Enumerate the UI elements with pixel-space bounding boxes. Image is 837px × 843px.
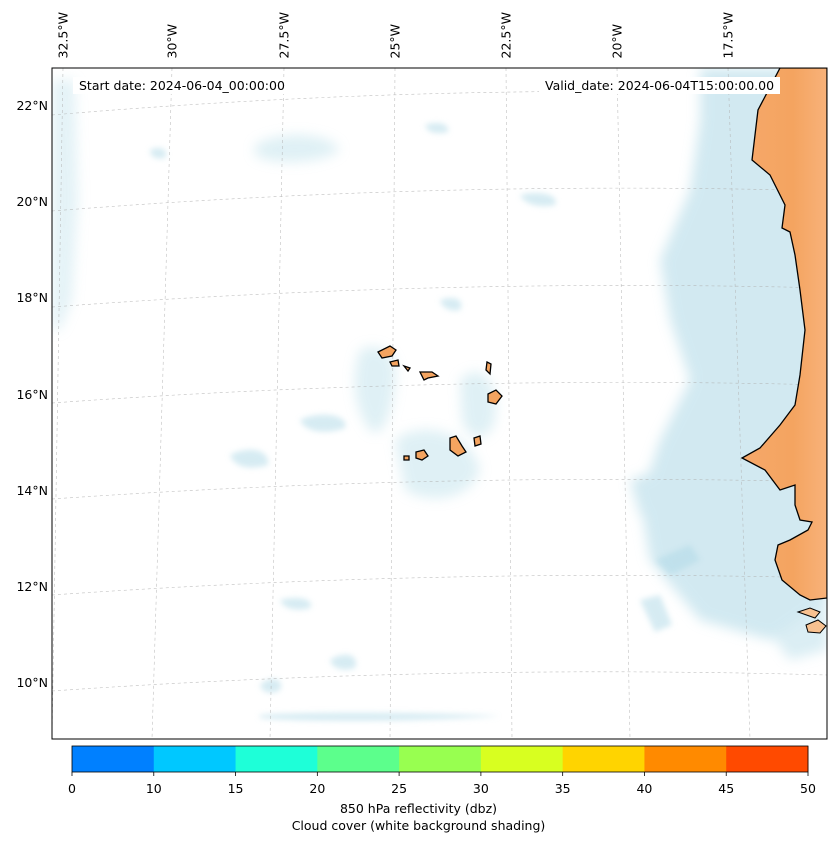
lat-label-12n: 12°N (16, 579, 48, 594)
lat-label-10n: 10°N (16, 675, 48, 690)
colorbar-segment-7 (644, 746, 727, 772)
lat-label-22n: 22°N (16, 98, 48, 113)
colorbar-label-reflectivity: 850 hPa reflectivity (dbz) (339, 801, 498, 816)
colorbar-tick-label: 0 (68, 781, 76, 796)
graticule (52, 68, 827, 739)
colorbar-tick-label: 15 (227, 781, 244, 796)
colorbar-tick-label: 50 (800, 781, 816, 796)
lat-label-14n: 14°N (16, 483, 48, 498)
island-fogo (415, 449, 429, 461)
lat-label-18n: 18°N (16, 290, 48, 305)
valid-date-label: Valid_date: 2024-06-04T15:00:00.00 (539, 77, 781, 94)
colorbar-tick-label: 35 (554, 781, 571, 796)
island-maio (473, 435, 482, 447)
lat-label-16n: 16°N (16, 387, 48, 402)
lon-label-25w: 25°W (387, 23, 403, 59)
island-santo-antao (377, 345, 397, 359)
colorbar-tick-label: 20 (309, 781, 326, 796)
island-sao-nicolau (418, 371, 440, 381)
colorbar-segment-1 (153, 746, 237, 772)
colorbar-segment-4 (399, 746, 482, 772)
island-sao-vicente (389, 359, 400, 367)
start-date-label: Start date: 2024-06-04_00:00:00 (73, 77, 291, 94)
island-sal (485, 361, 492, 376)
colorbar-frame (71, 745, 809, 773)
colorbar-tick-label: 30 (472, 781, 489, 796)
colorbar-segment-5 (480, 746, 564, 772)
colorbar-tick-label: 10 (145, 781, 162, 796)
island-santiago (449, 435, 467, 457)
lon-label-17-5w: 17.5°W (720, 12, 736, 59)
colorbar-segment-2 (235, 746, 318, 772)
colorbar-label-cloud-cover: Cloud cover (white background shading) (291, 818, 546, 833)
map-frame (51, 67, 828, 740)
colorbar-tick-label: 45 (718, 781, 735, 796)
island-santa-luzia (402, 364, 412, 373)
africa-landmass (740, 68, 827, 601)
colorbar-segment-0 (72, 746, 155, 772)
lon-label-32-5w: 32.5°W (55, 12, 71, 59)
lon-label-20w: 20°W (609, 23, 625, 59)
colorbar-segment-6 (562, 746, 645, 772)
lat-label-20n: 20°N (16, 194, 48, 209)
colorbar-tick-label: 40 (636, 781, 653, 796)
cloud-cover-shading (52, 68, 827, 721)
lon-label-30w: 30°W (164, 23, 180, 59)
lon-label-27-5w: 27.5°W (276, 12, 292, 59)
island-boa-vista (487, 389, 503, 405)
coast-islands (796, 607, 827, 634)
colorbar-segment-3 (317, 746, 400, 772)
island-brava (403, 455, 410, 461)
colorbar-segment-8 (726, 746, 809, 772)
colorbar-tick-label: 25 (391, 781, 408, 796)
lon-label-22-5w: 22.5°W (498, 12, 514, 59)
cape-verde-islands (377, 345, 503, 461)
colorbar (71, 745, 809, 776)
